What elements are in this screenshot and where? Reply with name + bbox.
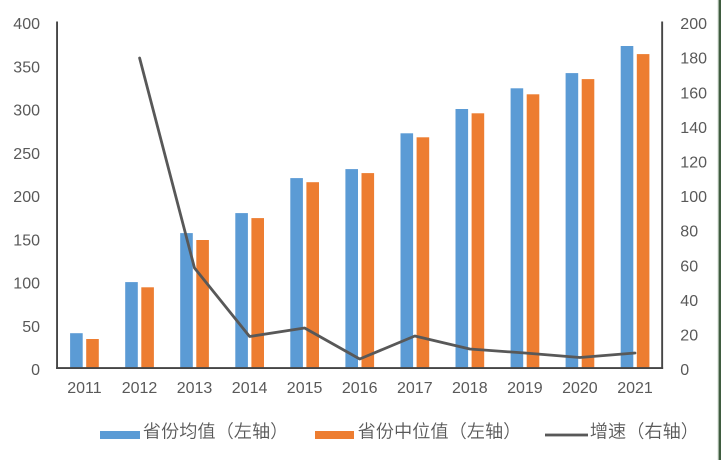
svg-text:2013: 2013 [177,380,213,397]
svg-text:2018: 2018 [452,380,488,397]
svg-text:2011: 2011 [67,380,102,397]
svg-text:2014: 2014 [232,380,268,397]
svg-text:60: 60 [680,258,698,275]
svg-text:100: 100 [13,276,40,293]
svg-text:2021: 2021 [617,380,653,397]
svg-text:50: 50 [22,319,40,336]
svg-text:80: 80 [680,224,698,241]
svg-text:0: 0 [680,362,689,379]
svg-text:150: 150 [13,232,40,249]
svg-text:350: 350 [13,59,40,76]
svg-text:40: 40 [680,293,698,310]
svg-text:2015: 2015 [287,380,323,397]
svg-text:400: 400 [13,16,40,33]
svg-text:200: 200 [680,16,707,33]
svg-text:300: 300 [13,103,40,120]
svg-text:250: 250 [13,146,40,163]
svg-text:200: 200 [13,189,40,206]
svg-text:2017: 2017 [397,380,433,397]
svg-text:2020: 2020 [562,380,598,397]
svg-text:0: 0 [31,362,40,379]
svg-text:2016: 2016 [342,380,378,397]
svg-text:180: 180 [680,51,707,68]
svg-text:140: 140 [680,120,707,137]
svg-text:160: 160 [680,85,707,102]
svg-text:120: 120 [680,155,707,172]
svg-text:100: 100 [680,189,707,206]
svg-text:2019: 2019 [507,380,543,397]
svg-text:2012: 2012 [122,380,158,397]
svg-text:20: 20 [680,328,698,345]
